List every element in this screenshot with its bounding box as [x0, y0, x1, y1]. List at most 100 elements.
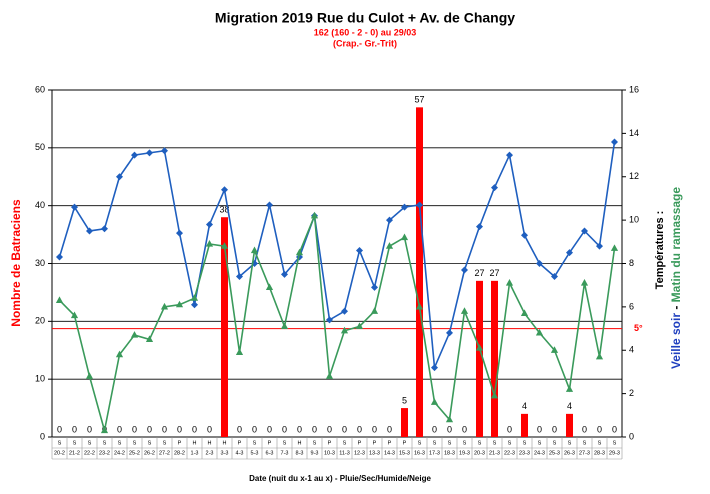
- data-label: 0: [147, 424, 152, 434]
- weather-label: P: [388, 440, 392, 446]
- y2-tick-label: 4: [629, 345, 634, 355]
- point: [550, 346, 559, 353]
- point: [521, 231, 528, 239]
- y2-tick-label: 12: [629, 171, 639, 181]
- data-label: 5: [402, 395, 407, 405]
- data-label: 0: [132, 424, 137, 434]
- point: [535, 328, 544, 336]
- x-tick-label: 9-3: [311, 450, 319, 456]
- bar: [221, 217, 228, 437]
- x-tick-label: 25-3: [549, 450, 560, 456]
- point: [431, 364, 438, 372]
- point: [565, 385, 574, 392]
- x-tick-label: 15-3: [399, 450, 410, 456]
- data-label: 0: [582, 424, 587, 434]
- weather-label: S: [463, 440, 467, 446]
- data-label: 0: [327, 424, 332, 434]
- point: [221, 186, 228, 194]
- point: [610, 244, 619, 251]
- data-label: 0: [87, 424, 92, 434]
- data-label: 0: [462, 424, 467, 434]
- point: [250, 246, 259, 254]
- point: [176, 229, 183, 237]
- x-tick-label: 26-3: [564, 450, 575, 456]
- data-label: 4: [522, 401, 527, 411]
- point: [130, 331, 139, 338]
- x-tick-label: 5-3: [251, 450, 259, 456]
- x-tick-label: 7-3: [281, 450, 289, 456]
- point: [400, 233, 409, 241]
- point: [100, 426, 109, 434]
- weather-label: P: [178, 440, 182, 446]
- weather-label: S: [508, 440, 512, 446]
- point: [341, 307, 348, 315]
- data-label: 0: [162, 424, 167, 434]
- bar: [521, 413, 528, 437]
- data-label: 0: [237, 424, 242, 434]
- reference-label: 5°: [634, 323, 643, 333]
- data-label: 0: [117, 424, 122, 434]
- point: [491, 184, 498, 192]
- weather-label: H: [298, 440, 302, 446]
- bar: [566, 413, 573, 437]
- weather-label: P: [358, 440, 362, 446]
- weather-label: P: [268, 440, 272, 446]
- point: [161, 147, 168, 155]
- weather-label: S: [73, 440, 77, 446]
- data-label: 0: [297, 424, 302, 434]
- weather-label: P: [238, 440, 242, 446]
- chart-title: Migration 2019 Rue du Culot + Av. de Cha…: [215, 10, 515, 26]
- x-tick-label: 24-3: [534, 450, 545, 456]
- point: [566, 249, 573, 257]
- weather-label: S: [88, 440, 92, 446]
- y2-axis-title-part: Matin du ramassage: [669, 187, 683, 303]
- point: [206, 220, 213, 228]
- weather-label: S: [163, 440, 167, 446]
- weather-label: H: [223, 440, 227, 446]
- x-tick-label: 27-2: [159, 450, 170, 456]
- weather-label: S: [253, 440, 257, 446]
- bar: [416, 107, 423, 437]
- x-tick-label: 20-3: [474, 450, 485, 456]
- x-tick-label: 21-3: [489, 450, 500, 456]
- weather-label: S: [58, 440, 62, 446]
- y-axis-title: Nombre de Batraciens: [9, 199, 23, 327]
- y2-axis-title: Veille soir - Matin du ramassage: [669, 187, 683, 369]
- x-tick-label: 10-3: [324, 450, 335, 456]
- data-label: 0: [267, 424, 272, 434]
- weather-label: S: [478, 440, 482, 446]
- x-tick-label: 22-3: [504, 450, 515, 456]
- y2-tick-label: 14: [629, 128, 639, 138]
- x-tick-label: 13-3: [369, 450, 380, 456]
- point: [595, 352, 604, 360]
- data-label: 0: [372, 424, 377, 434]
- x-tick-label: 24-2: [114, 450, 125, 456]
- point: [461, 266, 468, 274]
- x-tick-label: 16-3: [414, 450, 425, 456]
- point: [430, 398, 439, 405]
- weather-label: S: [313, 440, 317, 446]
- y2-tick-label: 16: [629, 84, 639, 94]
- weather-label: S: [433, 440, 437, 446]
- line: [58, 141, 616, 368]
- point: [131, 151, 138, 159]
- y2-tick-label: 6: [629, 301, 634, 311]
- point: [281, 270, 288, 278]
- point: [490, 391, 499, 399]
- data-label: 38: [219, 205, 229, 215]
- y-tick-label: 30: [35, 258, 45, 268]
- point: [70, 311, 79, 319]
- point: [355, 322, 364, 329]
- x-tick-label: 18-3: [444, 450, 455, 456]
- weather-label: P: [403, 440, 407, 446]
- data-label: 0: [447, 424, 452, 434]
- x-tick-label: 23-2: [99, 450, 110, 456]
- x-tick-label: 25-2: [129, 450, 140, 456]
- point: [146, 149, 153, 157]
- x-tick-label: 23-3: [519, 450, 530, 456]
- point: [385, 242, 394, 249]
- data-label: 0: [537, 424, 542, 434]
- point: [220, 242, 229, 249]
- point: [295, 248, 304, 256]
- weather-label: S: [283, 440, 287, 446]
